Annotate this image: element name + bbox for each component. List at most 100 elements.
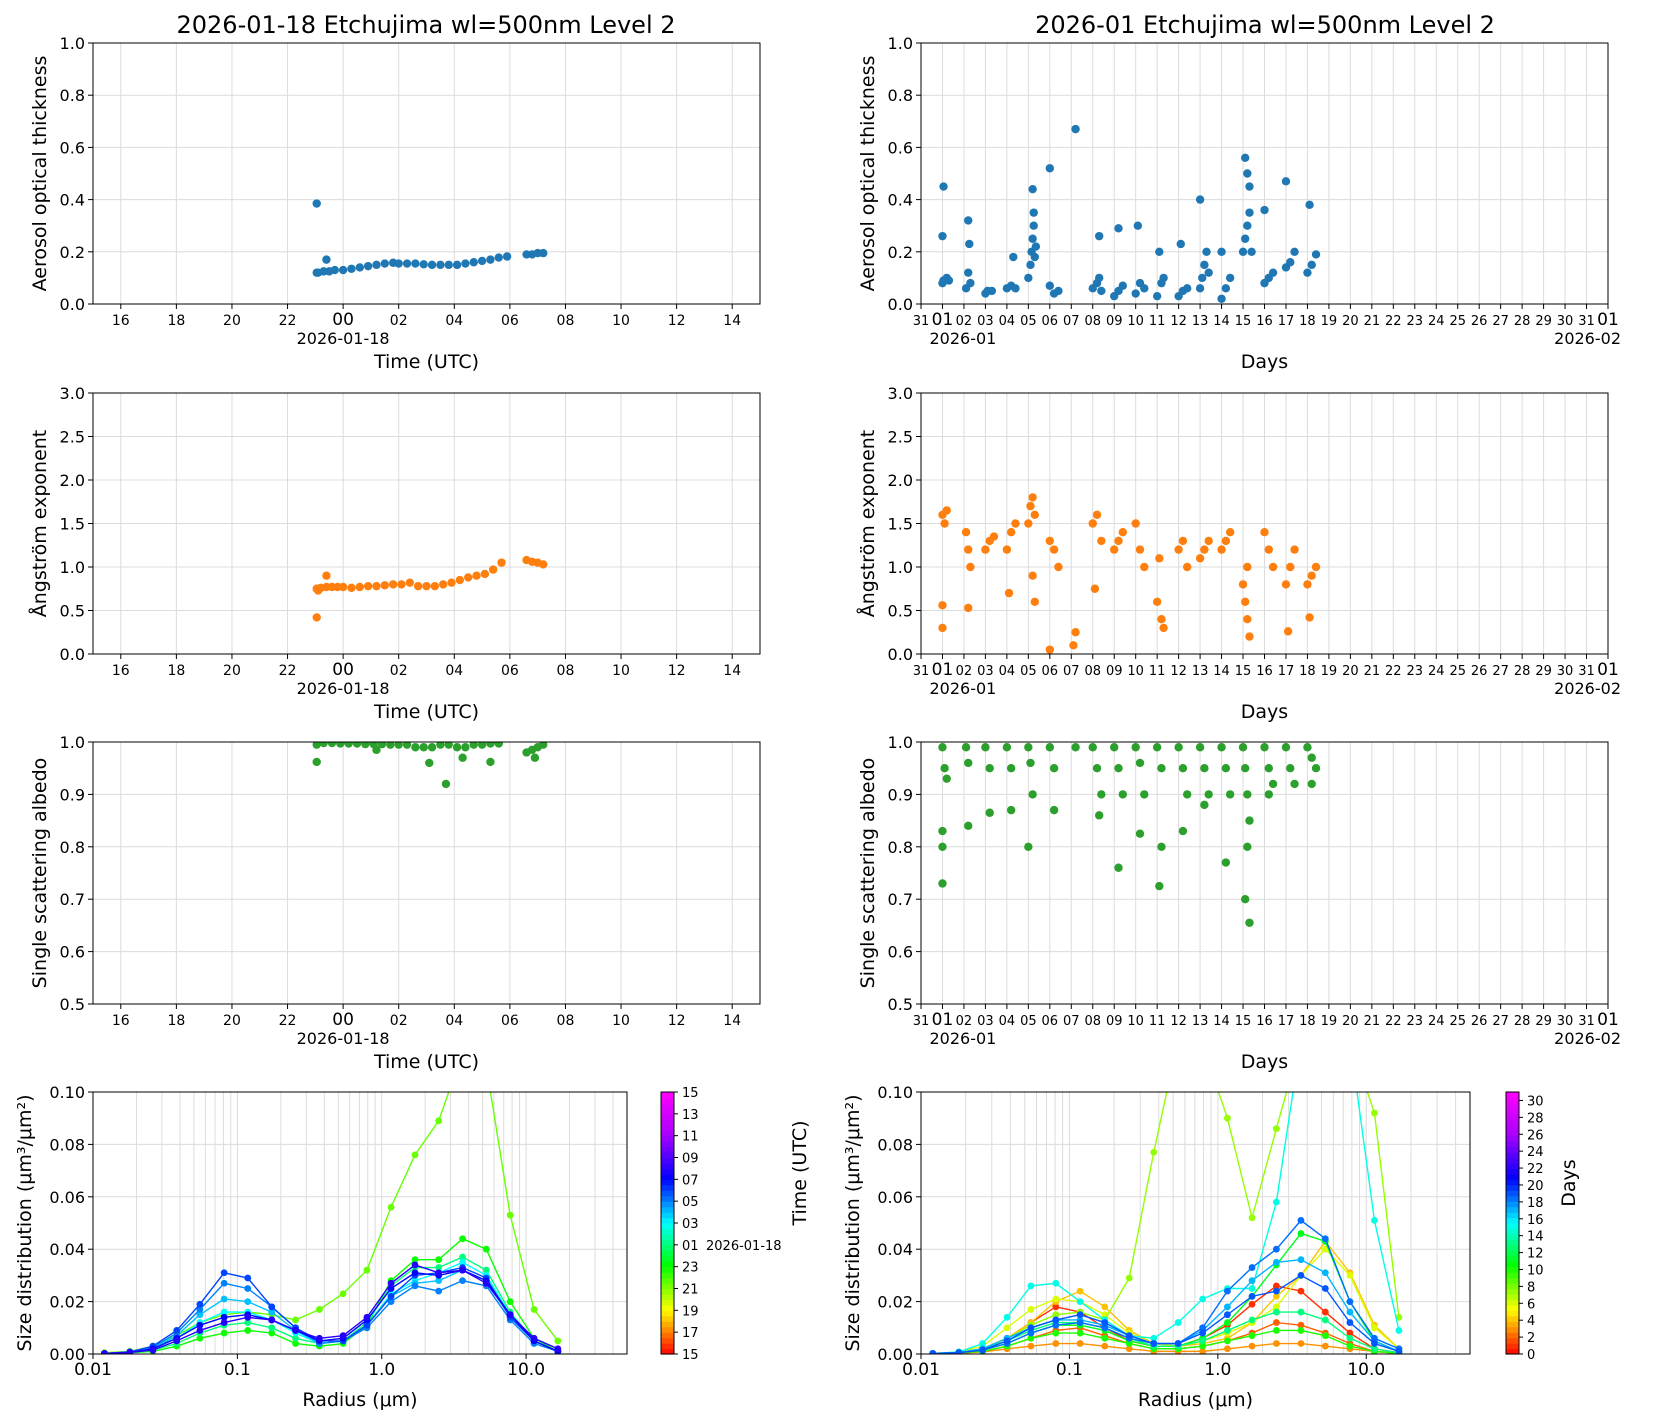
daily-size-colorbar-segment	[661, 1283, 674, 1290]
monthly-ssa-point	[1118, 790, 1128, 799]
daily-angstrom-point	[347, 583, 356, 593]
daily-size-colorbar-segment	[661, 1102, 674, 1109]
monthly-size-series-line	[932, 1092, 1400, 1354]
monthly-size-colorbar-segment	[1506, 1162, 1519, 1170]
daily-size-ytick-label: 0.02	[49, 1293, 85, 1312]
monthly-size-series-point	[1346, 1329, 1354, 1337]
daily-ssa-xtick-label: 10	[612, 1013, 630, 1029]
monthly-aot-xtick-label: 25	[1449, 314, 1466, 329]
monthly-aot-point	[1094, 231, 1104, 241]
daily-aot-point	[539, 248, 548, 258]
monthly-size-series-point	[1272, 1198, 1280, 1206]
daily-size-series-point	[173, 1327, 181, 1334]
monthly-angstrom-point	[1071, 628, 1080, 637]
monthly-size-series-point	[1346, 1319, 1354, 1326]
daily-size-series-point	[196, 1306, 204, 1313]
daily-size-colorbar-label: Time (UTC)	[789, 1120, 811, 1226]
monthly-size-series-point	[1248, 1300, 1256, 1308]
monthly-size-series-point	[1395, 1327, 1403, 1334]
daily-size-colorbar-segment	[661, 1223, 674, 1230]
monthly-size-colorbar-segment	[1506, 1321, 1519, 1328]
monthly-ssa-xtick-label: 08	[1084, 1014, 1101, 1029]
monthly-size-ylabel: Size distribution (μm³/μm²)	[842, 1094, 864, 1351]
monthly-size-series-point	[1199, 1342, 1207, 1350]
monthly-size-series-point	[1125, 1332, 1133, 1340]
daily-ssa-ytick-label: 0.9	[60, 785, 85, 804]
monthly-size-series-line	[932, 1342, 1399, 1354]
monthly-aot-xtick-label: 14	[1213, 314, 1230, 329]
daily-aot-point	[486, 255, 495, 264]
monthly-aot-point	[1240, 153, 1250, 163]
monthly-angstrom-xtick-label: 17	[1278, 664, 1295, 679]
monthly-aot-point	[1245, 182, 1254, 191]
monthly-angstrom-xtick-label: 28	[1514, 664, 1531, 679]
daily-ssa-xtick-label: 18	[167, 1013, 185, 1029]
monthly-size-series-point	[1224, 1319, 1231, 1326]
daily-ssa-xtick-label: 12	[668, 1013, 686, 1029]
daily-size-colorbar-segment	[661, 1162, 674, 1170]
monthly-size-xtick-label: 1.0	[1204, 1360, 1231, 1380]
monthly-ssa-point	[1157, 764, 1166, 773]
monthly-angstrom-marks	[938, 493, 1321, 654]
monthly-size-colorbar-tick-label: 26	[1527, 1128, 1544, 1143]
daily-size-series-line	[104, 1266, 559, 1354]
monthly-aot-point	[1245, 208, 1254, 217]
daily-angstrom-ytick-label: 3.0	[60, 384, 85, 403]
monthly-angstrom-point	[1245, 632, 1254, 641]
monthly-aot-point	[1204, 268, 1213, 277]
monthly-size-series-point	[1224, 1327, 1231, 1334]
monthly-ssa-point	[1152, 743, 1162, 752]
monthly-size-series-point	[1395, 1347, 1403, 1354]
monthly-angstrom-point	[1024, 519, 1033, 528]
monthly-ssa-point	[1135, 829, 1145, 838]
monthly-size-colorbar-segment	[1506, 1141, 1519, 1148]
monthly-aot-xtick-label: 08	[1084, 314, 1101, 329]
monthly-angstrom-xtick-label: 01	[1597, 660, 1619, 680]
monthly-ssa-point	[1024, 842, 1033, 851]
monthly-ssa-point	[1204, 790, 1213, 799]
monthly-size-series-point	[1297, 1272, 1305, 1279]
daily-aot-xlabel: Time (UTC)	[373, 351, 479, 373]
monthly-aot-point	[1225, 273, 1235, 283]
monthly-aot-point	[1217, 247, 1226, 256]
daily-ssa-point	[419, 743, 428, 752]
monthly-aot-point	[1009, 252, 1018, 262]
daily-aot-point	[322, 255, 331, 264]
monthly-ssa-ytick-label: 0.8	[888, 838, 913, 857]
daily-size-series-point	[482, 1245, 490, 1253]
daily-size-colorbar: 15 17 19 21 23 01 03 05 07 09 11 13 15 2026-01-18 Time…	[660, 1086, 811, 1363]
daily-angstrom-point	[430, 581, 440, 591]
daily-size-series-point	[387, 1292, 395, 1300]
monthly-angstrom-point	[1221, 536, 1231, 546]
monthly-size-colorbar-segment	[1506, 1343, 1519, 1350]
monthly-ssa-point	[1200, 764, 1209, 773]
monthly-size-colorbar-segment	[1506, 1299, 1519, 1306]
daily-size-series-point	[220, 1319, 228, 1326]
monthly-aot-point	[1307, 260, 1316, 270]
daily-size-colorbar-segment	[661, 1337, 674, 1344]
daily-ssa-xtick-label: 22	[279, 1013, 297, 1029]
monthly-aot-xtick-label: 17	[1278, 314, 1295, 329]
daily-ssa-frame	[92, 741, 761, 1005]
monthly-aot-point	[966, 278, 975, 288]
monthly-size-colorbar-segment	[1506, 1348, 1519, 1355]
monthly-size-colorbar-tick-label: 18	[1527, 1196, 1544, 1211]
monthly-size-colorbar-segment	[1506, 1337, 1519, 1344]
daily-aot-point	[312, 199, 321, 208]
daily-size-series-point	[244, 1285, 252, 1292]
monthly-ssa-point	[1243, 842, 1252, 851]
daily-size-series-point	[411, 1151, 419, 1159]
monthly-size-ytick-label: 0.00	[877, 1345, 913, 1364]
daily-aot-xtick-label: 10	[612, 313, 630, 329]
monthly-ssa-xtick-label: 09	[1106, 1014, 1123, 1029]
monthly-ssa-point	[1110, 743, 1119, 752]
monthly-size-colorbar-tick-label: 10	[1527, 1263, 1544, 1278]
monthly-size-colorbar-tick-label: 12	[1527, 1247, 1544, 1262]
daily-angstrom-point	[380, 581, 390, 590]
monthly-aot-xlabel: Days	[1241, 351, 1288, 373]
monthly-size-series-point	[1199, 1295, 1207, 1303]
daily-aot-point	[502, 252, 512, 261]
monthly-angstrom-point	[1118, 528, 1128, 537]
monthly-size-colorbar-segment	[1506, 1190, 1519, 1197]
monthly-size-colorbar-tick-label: 28	[1527, 1111, 1544, 1126]
